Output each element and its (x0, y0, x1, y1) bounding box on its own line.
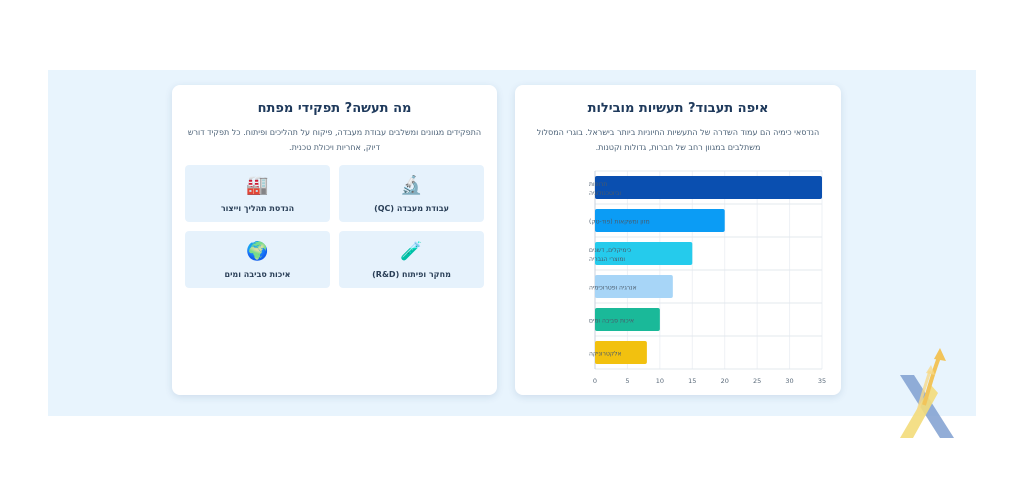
roles-card: מה תעשה? תפקידי מפתח התפקידים מגוונים ומ… (172, 85, 497, 395)
industries-chart: תרופות וביוטכנולוגיה מזון ומשקאות (פוד-טק)… (515, 165, 841, 385)
bar (595, 242, 693, 265)
factory-icon: 🏭 (246, 174, 269, 196)
test-tube-icon: 🧪 (400, 240, 423, 262)
category-label: אנרגיה ופטרוכימיה (589, 285, 637, 292)
category-label: אלקטרוניקה (589, 351, 622, 358)
category-label: מזון ומשקאות (פוד-טק) (589, 219, 650, 226)
globe-icon: 🌍 (246, 240, 269, 262)
x-tick-label: 20 (721, 377, 729, 385)
role-card-process-engineering[interactable]: 🏭 הנדסת תהליך וייצור (185, 165, 330, 222)
bar (595, 308, 660, 331)
bar (595, 176, 822, 199)
x-tick-label: 15 (688, 377, 696, 385)
x-tick-label: 30 (785, 377, 793, 385)
role-label: מחקר ופיתוח (R&D) (372, 269, 451, 279)
industries-card: איפה תעבוד? תעשיות מובילות הנדסאי כימיה … (515, 85, 841, 395)
x-tick-label: 0 (593, 377, 597, 385)
x-tick-label: 25 (753, 377, 761, 385)
bar (595, 341, 647, 364)
microscope-icon: 🔬 (400, 174, 423, 196)
x-tick-label: 10 (656, 377, 664, 385)
industries-description: הנדסאי כימיה הם עמוד השדרה של התעשיות הח… (536, 128, 820, 152)
category-label: ומוצרי הגבריה (589, 256, 625, 263)
category-label: איכות סביבה ומים (589, 318, 634, 325)
role-card-lab-qc[interactable]: 🔬 עבודת מעבדה (QC) (339, 165, 484, 222)
role-card-rnd[interactable]: 🧪 מחקר ופיתוח (R&D) (339, 231, 484, 288)
role-label: עבודת מעבדה (QC) (374, 203, 449, 213)
role-label: הנדסת תהליך וייצור (220, 203, 295, 213)
category-label: כימיקלים, דשנים (589, 247, 631, 254)
role-card-environment[interactable]: 🌍 איכות סביבה ומים (185, 231, 330, 288)
roles-description: התפקידים מגוונים ומשלבים עבודת מעבדה, פי… (187, 128, 482, 152)
bar (595, 275, 673, 298)
industries-bar-chart: תרופות וביוטכנולוגיה מזון ומשקאות (פוד-טק)… (589, 170, 826, 385)
bar (595, 209, 725, 232)
industries-title: איפה תעבוד? תעשיות מובילות (587, 101, 769, 116)
x-tick-label: 5 (625, 377, 629, 385)
role-label: איכות סביבה ומים (224, 269, 291, 279)
roles-title: מה תעשה? תפקידי מפתח (257, 101, 412, 116)
category-label: וביוטכנולוגיה (589, 190, 621, 197)
brand-logo-icon (900, 348, 954, 438)
x-tick-label: 35 (818, 377, 826, 385)
category-label: תרופות (589, 181, 607, 188)
